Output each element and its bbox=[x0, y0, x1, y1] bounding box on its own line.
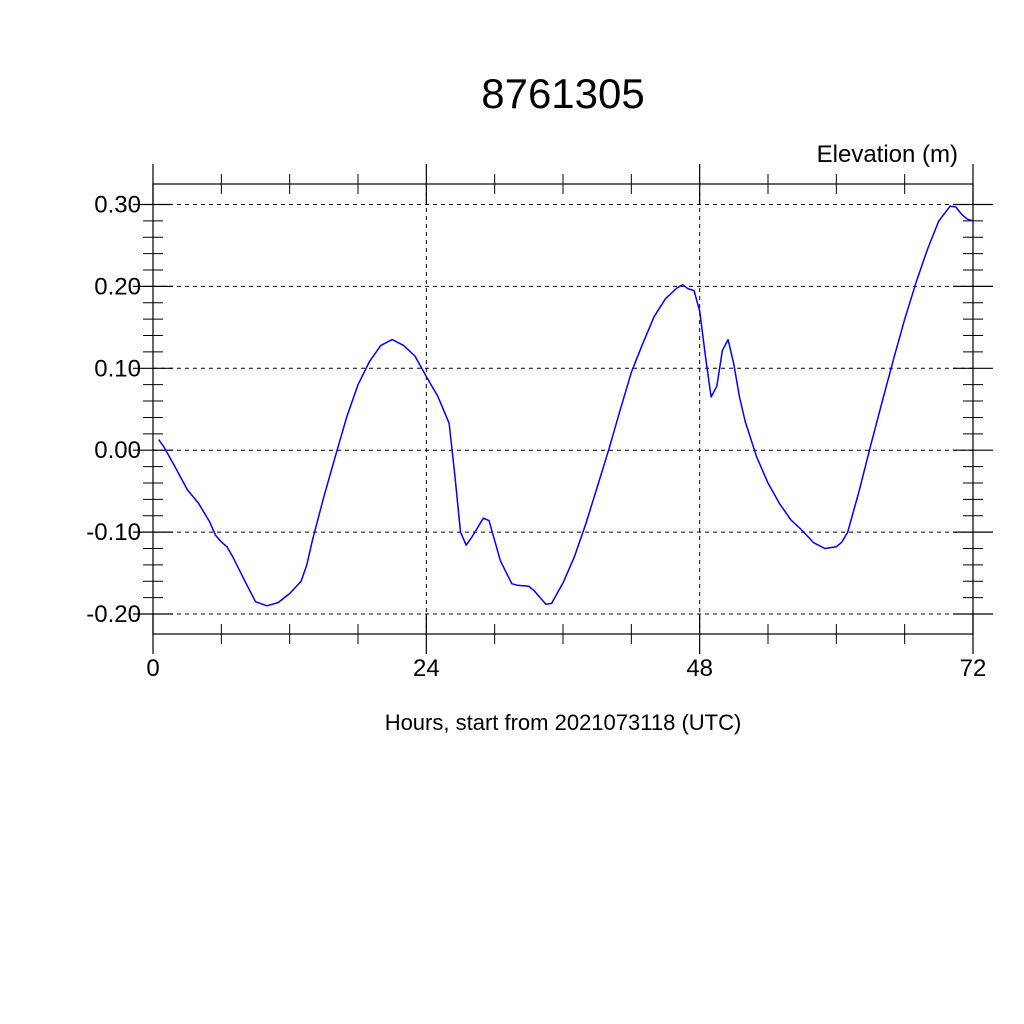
y-tick-label: 0.00 bbox=[94, 437, 141, 464]
y-tick-label: -0.20 bbox=[86, 601, 141, 628]
series-line bbox=[158, 205, 974, 607]
plot-frame bbox=[152, 183, 974, 635]
x-tick-label: 48 bbox=[686, 655, 713, 682]
y-tick-label: 0.30 bbox=[94, 192, 141, 219]
grid-lines bbox=[153, 184, 973, 634]
chart-title: 8761305 bbox=[481, 70, 645, 117]
x-tick-label: 72 bbox=[960, 655, 987, 682]
y-axis-label: Elevation (m) bbox=[817, 141, 958, 168]
x-axis-label: Hours, start from 2021073118 (UTC) bbox=[385, 710, 742, 735]
y-tick-label: 0.10 bbox=[94, 355, 141, 382]
x-tick-label: 24 bbox=[413, 655, 440, 682]
y-tick-label: -0.10 bbox=[86, 519, 141, 546]
tick-labels: -0.20 -0.10 0.00 0.10 0.20 0.30 0 24 48 72 bbox=[86, 192, 986, 683]
y-tick-label: 0.20 bbox=[94, 273, 141, 300]
x-tick-label: 0 bbox=[146, 655, 159, 682]
series-layer bbox=[158, 205, 974, 607]
